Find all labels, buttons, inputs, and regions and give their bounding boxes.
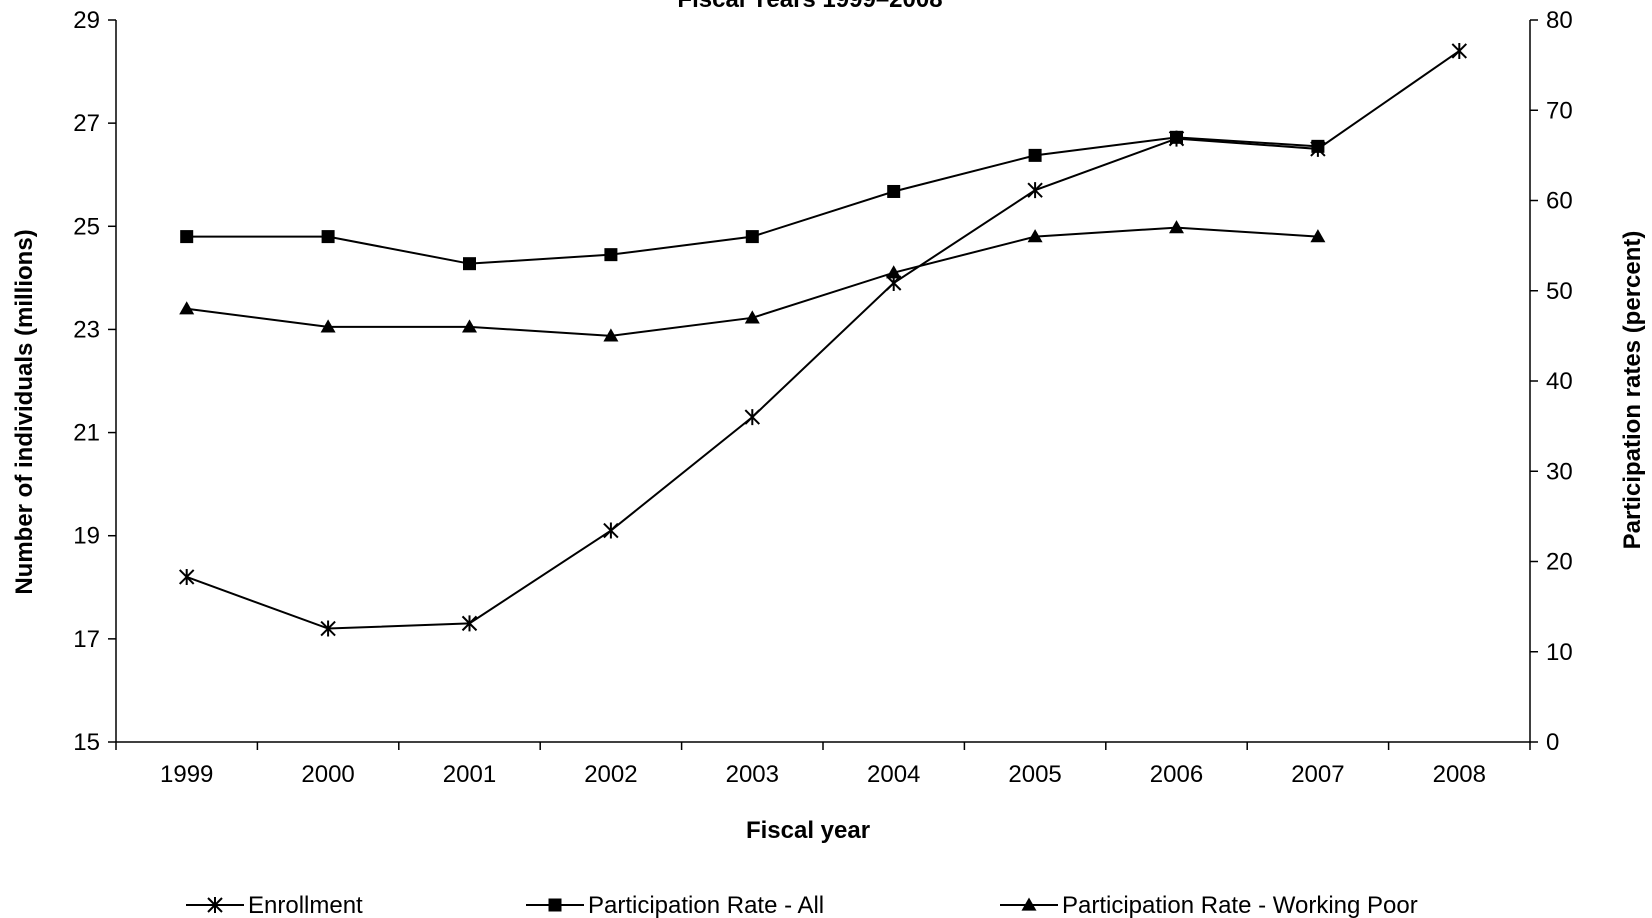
point-triangle — [886, 265, 902, 279]
legend-label: Enrollment — [248, 892, 363, 918]
y-tick-label: 19 — [73, 523, 100, 550]
y-tick-label: 29 — [73, 7, 100, 34]
series-line — [186, 50, 1460, 630]
point-square — [1028, 148, 1042, 162]
point-triangle — [1310, 229, 1326, 243]
point-triangle — [320, 319, 336, 333]
legend-item: Enrollment — [186, 892, 363, 918]
legend-label: Participation Rate - All — [588, 892, 824, 918]
chart-title: Fiscal Years 1999–2008 — [677, 0, 942, 13]
point-triangle — [179, 301, 195, 315]
y2-tick-label: 40 — [1546, 368, 1573, 395]
point-square — [463, 257, 476, 271]
x-tick-label: 2004 — [867, 761, 920, 788]
y-tick-label: 21 — [73, 420, 100, 447]
series-layer — [178, 42, 1468, 637]
series-participation-rate-working-poor — [179, 220, 1326, 342]
y-tick-label: 15 — [73, 729, 100, 756]
y2-tick-label: 0 — [1546, 729, 1559, 756]
x-tick-label: 2008 — [1433, 761, 1486, 788]
point-star — [461, 615, 478, 632]
legend: Enrollment Participation Rate - All Partic… — [186, 892, 1418, 918]
point-star — [320, 620, 336, 637]
legend-label: Participation Rate - Working Poor — [1062, 892, 1418, 918]
point-square — [321, 230, 335, 244]
x-axis-title: Fiscal year — [746, 817, 870, 844]
x-tick-label: 2002 — [584, 761, 637, 788]
x-tick-label: 2007 — [1291, 761, 1344, 788]
y2-tick-label: 60 — [1546, 188, 1573, 215]
y-tick-label: 23 — [73, 316, 100, 343]
series-participation-rate-all — [180, 130, 1325, 271]
y2-tick-label: 30 — [1546, 458, 1573, 485]
point-triangle — [1169, 220, 1184, 234]
point-triangle — [1027, 229, 1043, 243]
y2-tick-label: 70 — [1546, 97, 1573, 124]
y2-tick-label: 50 — [1546, 278, 1573, 305]
point-star — [178, 568, 195, 585]
point-triangle — [1021, 897, 1037, 911]
point-star — [1027, 182, 1043, 199]
point-star — [744, 409, 761, 426]
x-tick-label: 2006 — [1150, 761, 1203, 788]
legend-item: Participation Rate - Working Poor — [1000, 892, 1418, 918]
y2-tick-label: 80 — [1546, 7, 1573, 34]
point-star — [1451, 42, 1468, 59]
point-triangle — [744, 310, 760, 324]
y2-tick-label: 10 — [1546, 639, 1573, 666]
y-axis-title: Number of individuals (millions) — [11, 229, 38, 594]
point-triangle — [603, 328, 619, 342]
x-tick-label: 1999 — [160, 761, 213, 788]
x-tick-label: 2001 — [443, 761, 496, 788]
point-star — [603, 522, 619, 539]
y2-tick-label: 20 — [1546, 549, 1573, 576]
series-enrollment — [178, 42, 1468, 637]
y2-axis-title: Participation rates (percent) — [1619, 231, 1646, 550]
x-tick-label: 2005 — [1008, 761, 1061, 788]
point-square — [548, 898, 562, 912]
point-square — [1170, 130, 1183, 144]
series-line — [186, 136, 1318, 265]
legend-item: Participation Rate - All — [526, 892, 824, 918]
x-tick-label: 2000 — [301, 761, 354, 788]
point-square — [180, 230, 194, 244]
point-triangle — [462, 319, 477, 333]
point-square — [745, 230, 759, 244]
y-tick-label: 27 — [73, 110, 100, 137]
point-square — [887, 184, 901, 198]
x-tick-label: 2003 — [726, 761, 779, 788]
point-square — [604, 248, 618, 262]
point-square — [1311, 139, 1325, 153]
y-tick-label: 25 — [73, 213, 100, 240]
y-tick-label: 17 — [73, 626, 100, 653]
point-star — [207, 897, 223, 913]
axes: 15 17 19 21 23 25 27 29 0 10 20 30 40 50 60 70 80 1999 200… — [73, 7, 1572, 788]
